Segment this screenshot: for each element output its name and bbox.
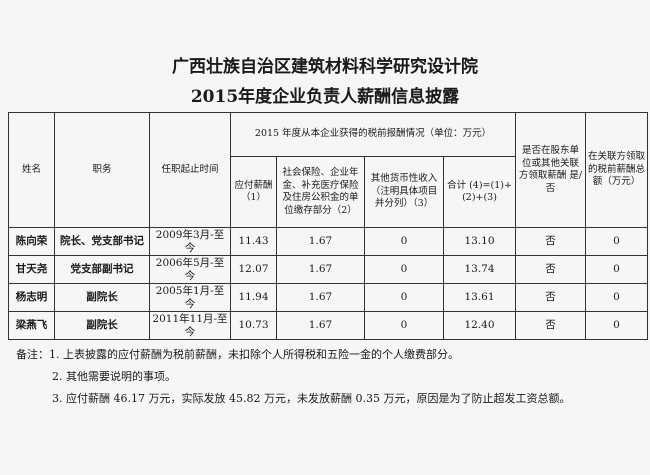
table-row: 杨志明 副院长 2005年1月-至今 11.94 1.67 0 13.61 否 0 <box>8 283 649 312</box>
cell-c6: 0 <box>585 311 649 340</box>
cell-c5: 否 <box>515 311 587 340</box>
cell-c3: 0 <box>364 311 444 340</box>
cell-c4: 13.61 <box>442 283 517 312</box>
cell-c1: 11.43 <box>230 227 277 256</box>
header-position: 职务 <box>54 112 150 228</box>
cell-c3: 0 <box>364 227 444 256</box>
cell-name: 梁燕飞 <box>8 311 55 340</box>
cell-c4: 12.40 <box>442 311 517 340</box>
cell-c2: 1.67 <box>276 255 365 284</box>
cell-c6: 0 <box>585 227 649 256</box>
salary-table: 姓名 职务 任职起止时间 2015 年度从本企业获得的税前报酬情况（单位：万元）… <box>8 112 649 340</box>
header-group: 2015 年度从本企业获得的税前报酬情况（单位：万元） <box>229 112 517 157</box>
cell-c2: 1.67 <box>276 311 365 340</box>
table-row: 梁燕飞 副院长 2011年11月-至今 10.73 1.67 0 12.40 否 0 <box>8 311 649 340</box>
table-row: 陈向荣 院长、党支部书记 2009年3月-至今 11.43 1.67 0 13.10 否 0 <box>8 227 649 256</box>
cell-tenure: 2005年1月-至今 <box>149 283 231 312</box>
cell-position: 副院长 <box>54 283 150 312</box>
cell-c5: 否 <box>515 227 587 256</box>
note-2: 2. 其他需要说明的事项。 <box>52 370 176 383</box>
header-tenure: 任职起止时间 <box>149 112 231 228</box>
header-c2: 社会保险、企业年金、补充医疗保险及住房公积金的单位缴存部分（2） <box>276 156 365 228</box>
cell-position: 党支部副书记 <box>54 255 150 284</box>
document-title: 广西壮族自治区建筑材料科学研究设计院 <box>172 57 478 77</box>
cell-c4: 13.10 <box>442 227 517 256</box>
cell-name: 甘天尧 <box>8 255 55 284</box>
cell-c1: 11.94 <box>230 283 277 312</box>
cell-c2: 1.67 <box>276 283 365 312</box>
cell-c1: 12.07 <box>230 255 277 284</box>
cell-c6: 0 <box>585 283 649 312</box>
cell-name: 杨志明 <box>8 283 55 312</box>
header-c5: 是否在股东单位或其他关联方领取薪酬 是/否 <box>515 112 587 228</box>
cell-tenure: 2006年5月-至今 <box>149 255 231 284</box>
cell-name: 陈向荣 <box>8 227 55 256</box>
cell-c2: 1.67 <box>276 227 365 256</box>
header-c4: 合计 (4)=(1)+(2)+(3) <box>442 156 517 228</box>
cell-c4: 13.74 <box>442 255 517 284</box>
cell-position: 副院长 <box>54 311 150 340</box>
cell-c6: 0 <box>585 255 649 284</box>
document-subtitle: 2015年度企业负责人薪酬信息披露 <box>190 87 460 107</box>
cell-tenure: 2011年11月-至今 <box>149 311 231 340</box>
note-3: 3. 应付薪酬 46.17 万元，实际发放 45.82 万元，未发放薪酬 0.3… <box>52 392 571 405</box>
cell-c3: 0 <box>364 283 444 312</box>
cell-position: 院长、党支部书记 <box>54 227 150 256</box>
cell-c5: 否 <box>515 255 587 284</box>
header-name: 姓名 <box>8 112 55 228</box>
header-c6: 在关联方领取的税前薪酬总额（万元） <box>585 112 649 228</box>
cell-c1: 10.73 <box>230 311 277 340</box>
cell-c5: 否 <box>515 283 587 312</box>
note-1: 备注：1. 上表披露的应付薪酬为税前薪酬，未扣除个人所得税和五险一金的个人缴费部… <box>16 348 459 361</box>
table-row: 甘天尧 党支部副书记 2006年5月-至今 12.07 1.67 0 13.74 否 0 <box>8 255 649 284</box>
header-c1: 应付薪酬（1） <box>230 156 277 228</box>
header-c3: 其他货币性收入（注明具体项目并分列）（3） <box>364 156 444 228</box>
cell-c3: 0 <box>364 255 444 284</box>
cell-tenure: 2009年3月-至今 <box>149 227 231 256</box>
